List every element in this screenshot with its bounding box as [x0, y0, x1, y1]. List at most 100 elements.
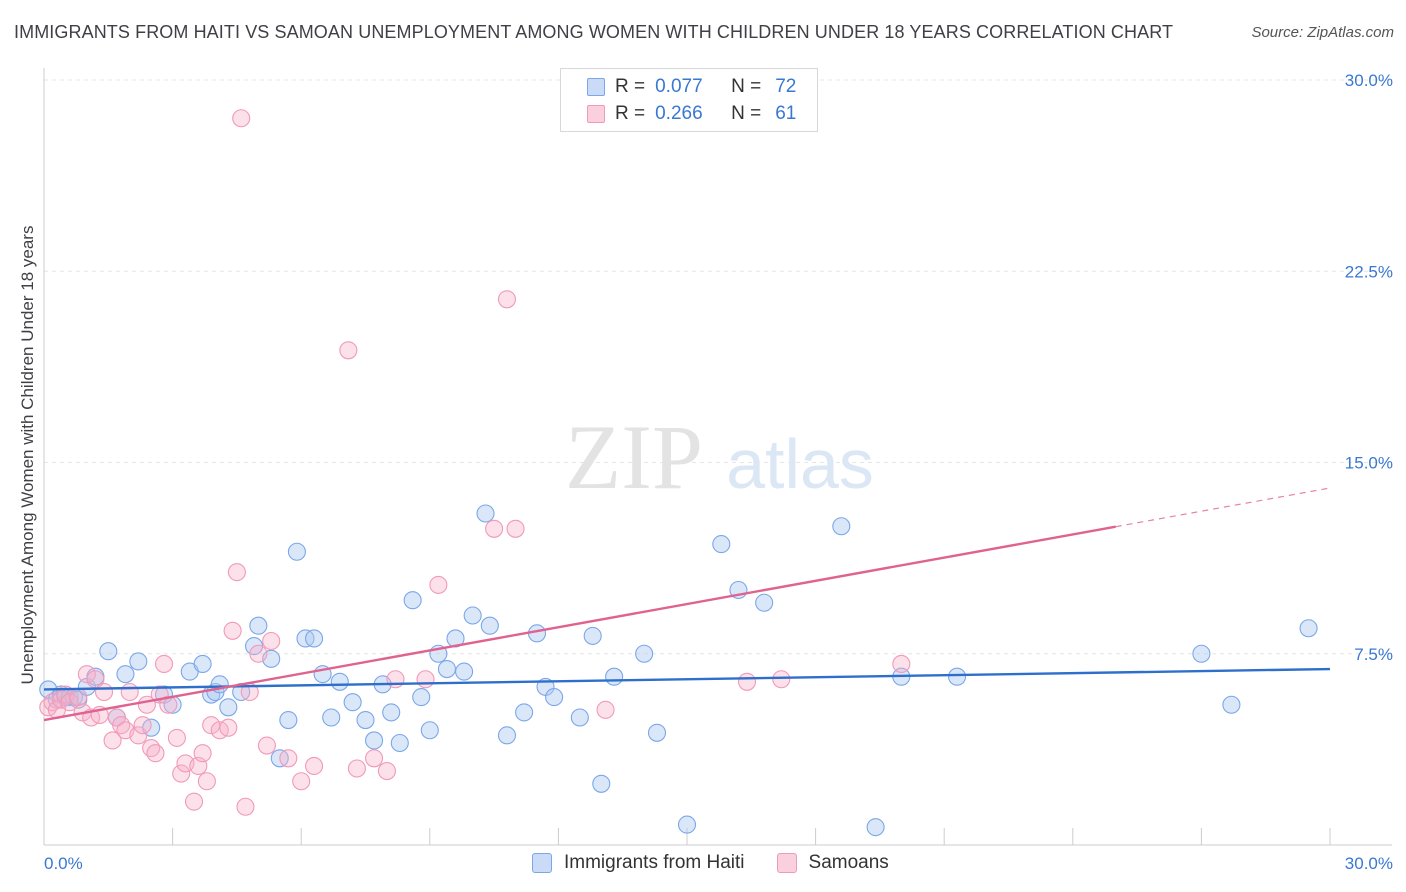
haiti-point	[437, 659, 456, 679]
y-tick-label: 7.5%	[1354, 645, 1393, 664]
haiti-point	[129, 652, 148, 671]
n-label: N =	[731, 76, 762, 97]
haiti-point	[193, 654, 212, 674]
haiti-point	[322, 708, 341, 727]
haiti-trend-line	[43, 667, 1331, 691]
haiti-point	[343, 693, 362, 712]
haiti-legend-label: Immigrants from Haiti	[564, 852, 745, 873]
samoans-r-value: 0.266	[655, 103, 703, 124]
samoan-point	[497, 290, 517, 309]
haiti-point	[948, 667, 967, 686]
haiti-point	[356, 710, 375, 730]
haiti-point	[1299, 619, 1318, 638]
samoan-point	[236, 797, 255, 816]
haiti-point	[515, 703, 534, 722]
x-tick-label: 0.0%	[44, 854, 83, 873]
r-label: R =	[615, 103, 646, 124]
samoan-point	[347, 759, 366, 778]
samoan-point	[386, 670, 405, 689]
haiti-point	[635, 644, 654, 663]
samoan-point	[292, 772, 311, 791]
samoan-point	[197, 772, 216, 791]
samoan-point	[60, 693, 79, 712]
haiti-swatch	[587, 78, 605, 96]
haiti-point	[545, 688, 564, 707]
haiti-legend-swatch	[532, 853, 552, 873]
haiti-point	[476, 504, 495, 523]
samoan-point	[129, 726, 148, 745]
samoan-point	[77, 665, 96, 684]
haiti-point	[755, 593, 774, 612]
haiti-point	[403, 591, 422, 610]
samoan-point	[506, 519, 525, 538]
haiti-r-value: 0.077	[655, 76, 703, 97]
haiti-point	[647, 723, 667, 742]
haiti-point	[712, 535, 731, 554]
y-tick-label: 30.0%	[1345, 71, 1393, 90]
correlation-legend: R = 0.077 N = 72 R = 0.266 N = 61	[560, 68, 818, 132]
legend-item-haiti[interactable]: Immigrants from Haiti	[532, 852, 745, 874]
tick-labels: 7.5% 15.0% 22.5% 30.0% 0.0% 30.0%	[44, 71, 1393, 873]
samoan-point	[154, 654, 174, 674]
samoan-point	[94, 682, 114, 702]
samoan-point	[257, 736, 276, 755]
samoan-point	[377, 761, 396, 781]
watermark: ZIP atlas	[565, 406, 874, 508]
samoan-point	[772, 670, 791, 689]
samoan-point	[227, 563, 246, 582]
haiti-point	[455, 662, 474, 681]
samoan-point	[416, 670, 435, 689]
haiti-point	[605, 667, 624, 686]
samoan-point	[120, 682, 139, 702]
series-legend: Immigrants from Haiti Samoans	[532, 852, 921, 874]
samoan-point	[596, 700, 615, 719]
samoan-point	[133, 716, 152, 735]
n-label: N =	[731, 103, 762, 124]
haiti-point	[480, 616, 499, 635]
haiti-point	[99, 642, 118, 661]
haiti-point	[412, 688, 431, 707]
legend-item-samoans[interactable]: Samoans	[776, 852, 889, 874]
samoan-point	[223, 621, 242, 640]
samoan-point	[339, 341, 358, 360]
haiti-point	[279, 710, 298, 730]
haiti-point	[219, 698, 238, 717]
samoan-point	[365, 749, 384, 768]
legend-row-haiti: R = 0.077 N = 72	[587, 75, 796, 99]
samoan-point	[159, 695, 178, 714]
samoans-n-value: 61	[775, 103, 797, 124]
source-label: Source: ZipAtlas.com	[1251, 24, 1394, 41]
samoan-point	[172, 764, 191, 783]
samoan-point	[146, 744, 165, 763]
haiti-point	[463, 606, 482, 625]
samoan-point	[485, 519, 504, 538]
haiti-n-value: 72	[775, 76, 797, 97]
samoan-point	[737, 672, 757, 691]
haiti-point	[420, 721, 439, 740]
samoans-legend-swatch	[776, 853, 797, 873]
samoan-point	[262, 631, 281, 651]
samoan-point	[305, 756, 324, 776]
samoan-point	[193, 744, 212, 763]
samoan-point	[249, 644, 268, 663]
haiti-point	[592, 774, 611, 793]
trend-lines	[43, 487, 1331, 722]
samoan-point	[892, 654, 911, 674]
haiti-point	[330, 672, 349, 691]
samoans-swatch	[587, 105, 605, 123]
haiti-point	[866, 818, 885, 837]
watermark-zip: ZIP	[565, 406, 703, 508]
legend-row-samoans: R = 0.266 N = 61	[587, 102, 796, 126]
watermark-atlas: atlas	[726, 425, 874, 503]
r-label: R =	[615, 76, 646, 97]
haiti-point	[116, 665, 135, 684]
y-tick-label: 22.5%	[1345, 262, 1393, 281]
haiti-point	[832, 517, 851, 536]
haiti-point	[305, 629, 324, 648]
samoans-legend-label: Samoans	[808, 852, 889, 873]
haiti-point	[287, 542, 306, 561]
chart-title: IMMIGRANTS FROM HAITI VS SAMOAN UNEMPLOY…	[14, 22, 1174, 42]
data-points	[39, 109, 1318, 837]
haiti-point	[570, 708, 589, 727]
